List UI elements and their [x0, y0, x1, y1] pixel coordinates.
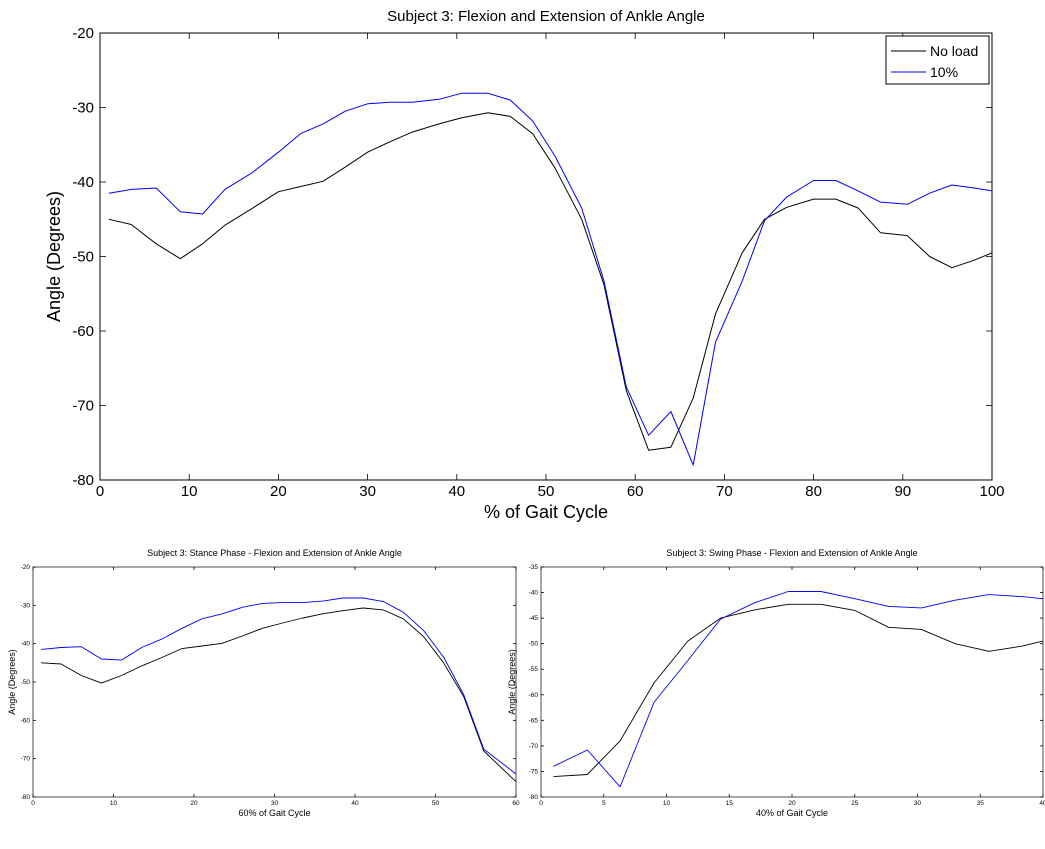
series-line-no-load — [40, 607, 517, 783]
y-tick-label: -50 — [72, 249, 94, 266]
y-axis-label: Angle (Degrees) — [7, 649, 17, 715]
series-line-10-percent — [553, 591, 1044, 788]
y-tick-label: -40 — [529, 590, 539, 597]
y-axis-label: Angle (Degrees) — [44, 191, 64, 322]
chart-title: Subject 3: Flexion and Extension of Ankl… — [387, 8, 705, 25]
y-tick-label: -55 — [529, 666, 539, 673]
series-line-no-load — [553, 603, 1044, 778]
x-tick-label: 30 — [271, 800, 279, 807]
x-tick-label: 50 — [432, 800, 440, 807]
chart-1: 0 10 20 30 40 50 60 70 80 90 100 -20 -30 -40 -50 -60 -70… — [44, 8, 1005, 522]
y-tick-label: -60 — [21, 717, 31, 724]
x-tick-label: 10 — [110, 800, 118, 807]
y-tick-label: -60 — [529, 692, 539, 699]
x-tick-label: 40 — [351, 800, 359, 807]
x-tick-label: 10 — [181, 483, 198, 500]
x-tick-label: 20 — [270, 483, 287, 500]
y-tick-label: -50 — [529, 641, 539, 648]
y-tick-label: -50 — [21, 679, 31, 686]
series-line-10-percent — [108, 92, 993, 466]
x-tick-label: 10 — [663, 800, 671, 807]
legend-label: No load — [930, 43, 978, 59]
y-tick-label: -20 — [72, 25, 94, 42]
y-tick-label: -40 — [21, 641, 31, 648]
x-tick-label: 50 — [538, 483, 555, 500]
y-tick-label: -35 — [529, 564, 539, 571]
x-tick-label: 0 — [96, 483, 104, 500]
x-tick-label: 100 — [979, 483, 1004, 500]
chart-title: Subject 3: Swing Phase - Flexion and Ext… — [666, 548, 917, 558]
x-axis-label: 40% of Gait Cycle — [756, 808, 828, 818]
x-tick-label: 35 — [977, 800, 985, 807]
y-tick-label: -70 — [72, 398, 94, 415]
y-axis-label: Angle (Degrees) — [507, 649, 517, 715]
legend: No load 10% — [885, 35, 990, 85]
x-tick-label: 25 — [851, 800, 859, 807]
y-tick-label: -70 — [21, 756, 31, 763]
y-tick-label: -80 — [529, 794, 539, 801]
x-tick-label: 30 — [359, 483, 376, 500]
y-tick-label: -80 — [72, 472, 94, 489]
x-tick-label: 0 — [31, 800, 35, 807]
y-tick-label: -80 — [21, 794, 31, 801]
legend-label: 10% — [930, 64, 958, 80]
chart-3: 0 5 10 15 20 25 30 35 40 -35 -40 -45 -50 -55 -60 -65 -70… — [507, 548, 1045, 818]
series-line-10-percent — [40, 597, 517, 775]
x-tick-label: 20 — [190, 800, 198, 807]
x-axis-label: 60% of Gait Cycle — [238, 808, 310, 818]
y-tick-label: -65 — [529, 717, 539, 724]
x-tick-label: 30 — [914, 800, 922, 807]
y-tick-label: -60 — [72, 323, 94, 340]
plot-frame — [99, 32, 993, 481]
x-tick-label: 20 — [788, 800, 796, 807]
x-tick-label: 5 — [602, 800, 606, 807]
x-tick-label: 80 — [805, 483, 822, 500]
y-tick-label: -30 — [72, 100, 94, 117]
x-tick-label: 40 — [1039, 800, 1045, 807]
x-tick-label: 15 — [726, 800, 734, 807]
y-tick-label: -40 — [72, 174, 94, 191]
x-tick-label: 40 — [448, 483, 465, 500]
chart-title: Subject 3: Stance Phase - Flexion and Ex… — [147, 548, 402, 558]
y-tick-label: -30 — [21, 602, 31, 609]
y-tick-label: -70 — [529, 743, 539, 750]
x-tick-label: 60 — [512, 800, 520, 807]
x-tick-label: 70 — [716, 483, 733, 500]
y-tick-label: -75 — [529, 768, 539, 775]
x-axis-label: % of Gait Cycle — [484, 502, 608, 522]
plot-frame — [540, 566, 1044, 798]
x-tick-label: 90 — [894, 483, 911, 500]
series-line-no-load — [108, 112, 993, 451]
chart-2: 0 10 20 30 40 50 60 -20 -30 -40 -50 -60 -70 -80 Subjec… — [7, 548, 520, 818]
legend-box — [885, 35, 990, 85]
y-tick-label: -20 — [21, 564, 31, 571]
x-tick-label: 60 — [627, 483, 644, 500]
y-tick-label: -45 — [529, 615, 539, 622]
x-tick-label: 0 — [539, 800, 543, 807]
